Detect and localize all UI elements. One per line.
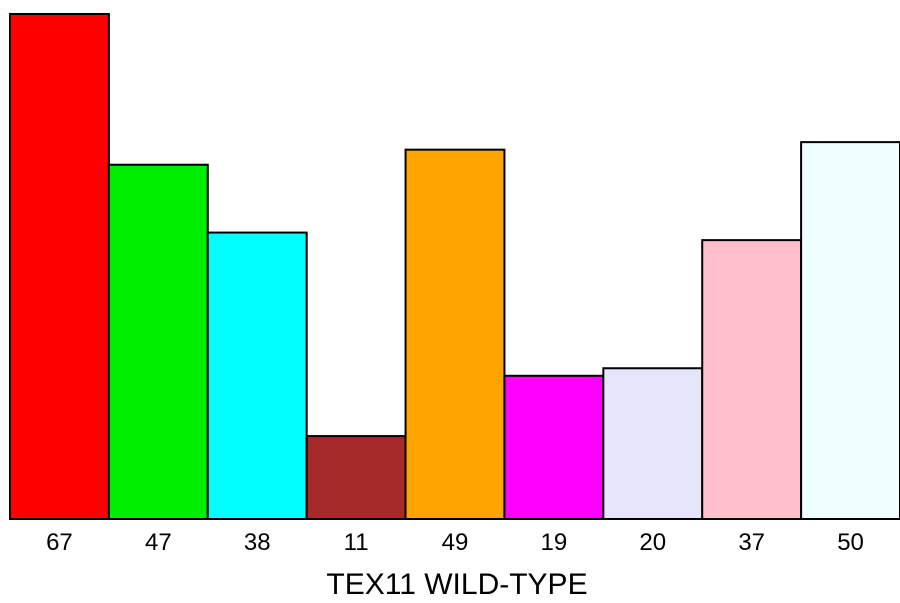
x-tick-label: 11 bbox=[344, 529, 369, 556]
bar-5 bbox=[404, 148, 506, 520]
tick-labels-group: 67 47 38 11 49 19 20 37 50 bbox=[46, 529, 864, 556]
bar-8 bbox=[701, 239, 803, 520]
bar-2 bbox=[107, 163, 209, 520]
x-tick-label: 49 bbox=[442, 529, 469, 556]
x-axis-title: TEX11 WILD-TYPE bbox=[326, 568, 587, 601]
x-tick-label: 37 bbox=[738, 529, 765, 556]
bars-group bbox=[9, 13, 900, 521]
x-tick-label: 20 bbox=[639, 529, 666, 556]
x-tick-label: 47 bbox=[145, 529, 172, 556]
x-tick-label: 67 bbox=[46, 529, 73, 556]
bar-3 bbox=[206, 231, 308, 521]
bar-1 bbox=[9, 13, 110, 520]
bar-7 bbox=[602, 367, 704, 520]
bar-4 bbox=[305, 435, 407, 520]
x-tick-label: 38 bbox=[244, 529, 271, 556]
x-tick-label: 50 bbox=[837, 529, 864, 556]
bar-9 bbox=[800, 141, 900, 520]
bar-6 bbox=[503, 374, 605, 521]
x-tick-label: 19 bbox=[541, 529, 568, 556]
